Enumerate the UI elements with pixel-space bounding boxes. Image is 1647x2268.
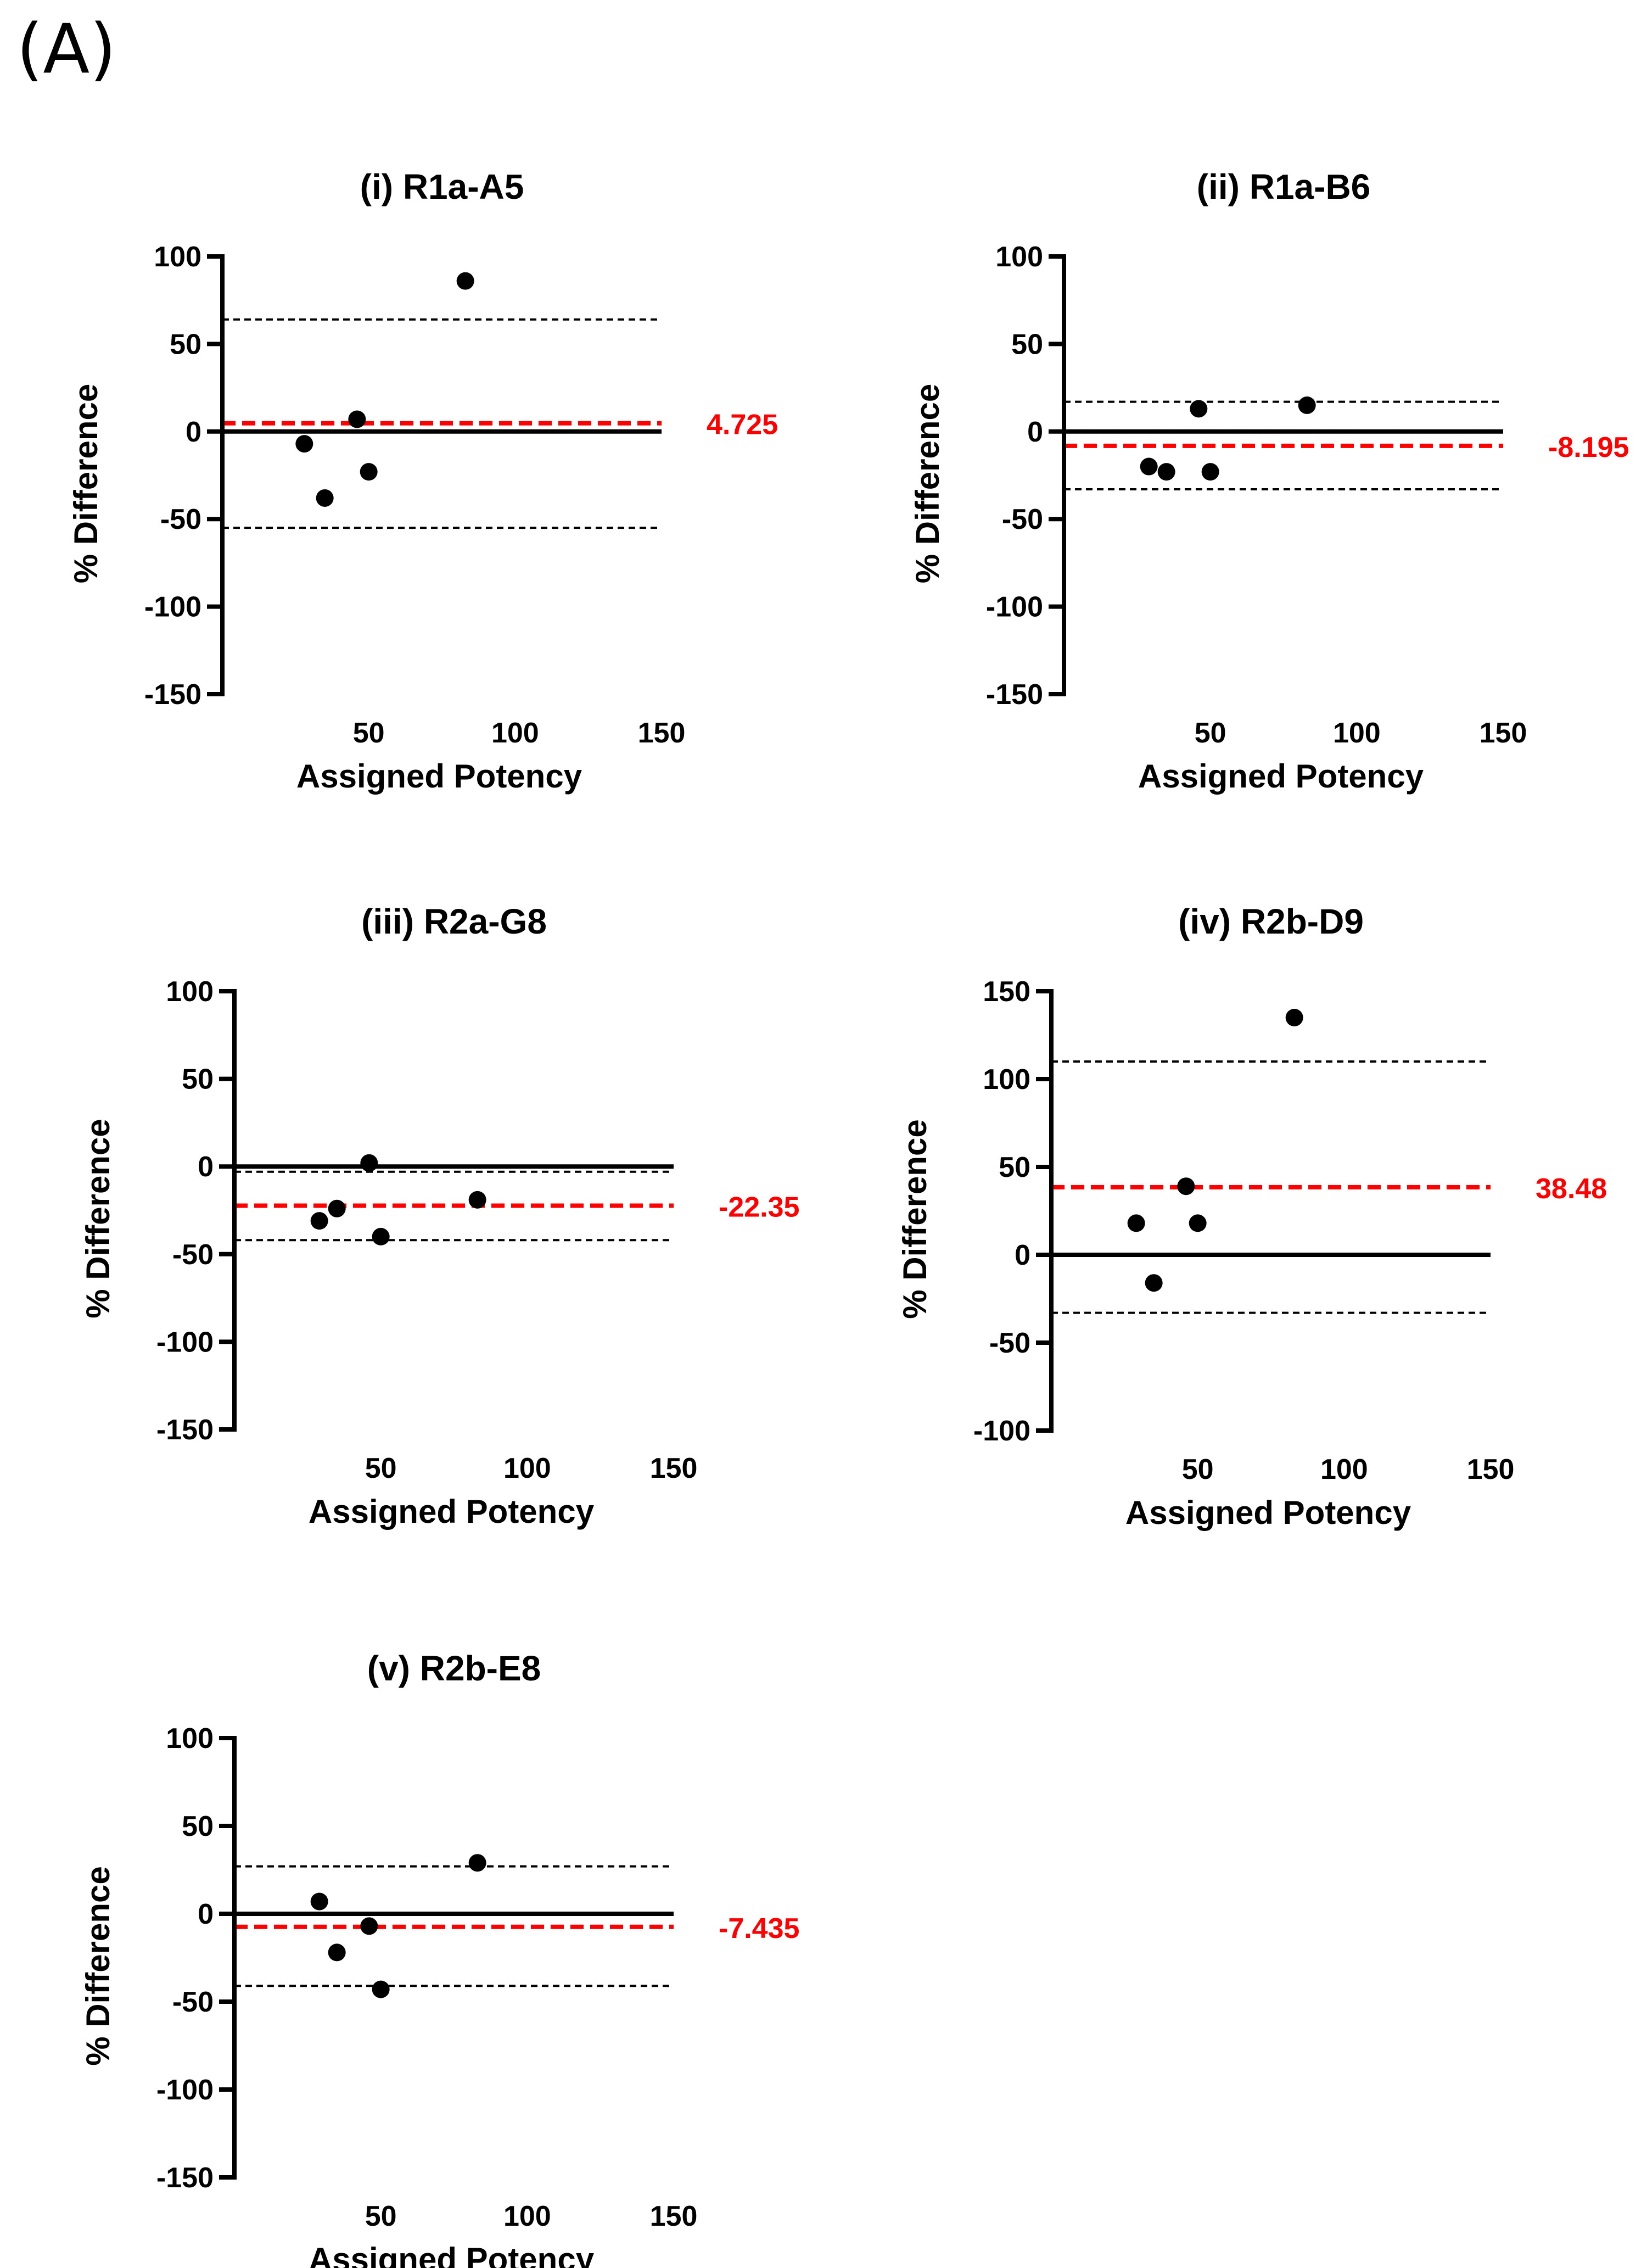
- y-tick-label: 50: [1011, 328, 1043, 360]
- bias-value-label: -7.435: [719, 1913, 799, 1945]
- y-tick-label: -100: [156, 2074, 214, 2106]
- y-tick-label: -50: [172, 1239, 214, 1271]
- y-tick-label: 50: [999, 1152, 1030, 1183]
- data-point: [328, 1943, 346, 1962]
- data-point: [372, 1980, 390, 1998]
- y-tick-label: 100: [983, 1064, 1030, 1096]
- data-point: [1189, 1214, 1207, 1232]
- y-tick-label: 0: [186, 416, 201, 448]
- x-tick-label: 50: [1182, 1454, 1214, 1485]
- y-tick-label: 100: [166, 1723, 214, 1755]
- x-tick-label: 100: [491, 717, 539, 749]
- y-tick-label: -150: [156, 2162, 214, 2194]
- y-tick-label: -150: [144, 679, 201, 711]
- y-tick-label: -50: [160, 504, 201, 535]
- y-tick-label: 100: [166, 976, 214, 1008]
- x-tick-label: 100: [1320, 1454, 1368, 1485]
- data-point: [1201, 463, 1219, 481]
- chart-panel-3: (iii) R2a-G8 -22.35 100 50 0 -50 -100 -150 50 100…: [80, 902, 799, 1530]
- data-point: [468, 1191, 486, 1209]
- bias-value-label: 4.725: [707, 409, 778, 441]
- data-point: [1285, 1009, 1303, 1026]
- chart-title: (i) R1a-A5: [360, 167, 524, 206]
- data-point: [456, 272, 474, 290]
- y-tick-label: -100: [144, 591, 201, 623]
- data-point: [360, 1917, 378, 1935]
- y-axis-label: % Difference: [897, 1119, 933, 1319]
- x-tick-label: 100: [503, 2200, 551, 2232]
- x-tick-label: 150: [638, 717, 686, 749]
- y-tick-label: 0: [1015, 1239, 1030, 1271]
- bias-value-label: -8.195: [1548, 432, 1629, 463]
- chart-panel-5: (v) R2b-E8 -7.435 100 50 0 -50 -100 -150 50 100 15…: [80, 1649, 799, 2268]
- y-tick-label: -100: [156, 1326, 214, 1358]
- data-point: [310, 1892, 328, 1911]
- y-tick-label: 0: [1027, 416, 1043, 448]
- x-tick-label: 50: [353, 717, 385, 749]
- x-tick-label: 50: [365, 1453, 397, 1484]
- data-point: [310, 1212, 328, 1230]
- data-point: [1157, 463, 1175, 481]
- bias-value-label: 38.48: [1536, 1173, 1607, 1205]
- data-point: [348, 410, 366, 428]
- panel-label: (A): [16, 10, 116, 89]
- y-tick-label: -150: [156, 1414, 214, 1446]
- y-tick-label: -50: [172, 1986, 214, 2018]
- data-point: [1127, 1214, 1145, 1232]
- x-axis-label: Assigned Potency: [1125, 1494, 1411, 1531]
- x-tick-label: 50: [1195, 717, 1226, 749]
- y-tick-label: 50: [182, 1811, 214, 1842]
- chart-panel-1: (i) R1a-A5 4.725 100 50 0 -50 -100 -150 50 100 150…: [68, 167, 778, 795]
- y-tick-label: 0: [198, 1151, 214, 1183]
- x-tick-label: 150: [650, 2200, 698, 2232]
- data-point: [1140, 457, 1158, 476]
- y-axis-label: % Difference: [68, 384, 104, 583]
- data-point: [360, 1154, 378, 1172]
- y-axis-label: % Difference: [80, 1866, 116, 2065]
- x-tick-label: 100: [1333, 717, 1381, 749]
- x-axis-label: Assigned Potency: [1138, 758, 1424, 795]
- y-tick-label: 50: [170, 328, 201, 360]
- chart-title: (v) R2b-E8: [367, 1649, 541, 1688]
- data-point: [1298, 396, 1316, 414]
- x-axis-label: Assigned Potency: [309, 1493, 595, 1530]
- y-tick-label: -150: [986, 679, 1043, 711]
- y-tick-label: -50: [989, 1327, 1030, 1359]
- y-tick-label: -100: [986, 591, 1043, 623]
- data-point: [316, 489, 334, 507]
- y-axis-label: % Difference: [80, 1119, 116, 1318]
- y-tick-label: -50: [1002, 504, 1043, 535]
- x-tick-label: 50: [365, 2200, 397, 2232]
- chart-title: (ii) R1a-B6: [1197, 167, 1371, 206]
- chart-title: (iii) R2a-G8: [361, 902, 547, 941]
- data-point: [468, 1854, 486, 1872]
- x-tick-label: 100: [503, 1453, 551, 1484]
- data-point: [295, 435, 313, 453]
- data-point: [1145, 1274, 1163, 1292]
- x-axis-label: Assigned Potency: [309, 2241, 595, 2268]
- chart-title: (iv) R2b-D9: [1178, 902, 1364, 941]
- y-tick-label: -100: [973, 1415, 1030, 1447]
- y-tick-label: 100: [154, 241, 201, 273]
- data-point: [1177, 1177, 1195, 1196]
- x-tick-label: 150: [1467, 1454, 1515, 1485]
- x-tick-label: 150: [1480, 717, 1527, 749]
- bias-value-label: -22.35: [719, 1192, 799, 1224]
- data-point: [360, 463, 378, 481]
- chart-panel-2: (ii) R1a-B6 -8.195 100 50 0 -50 -100 -150 50 100 1…: [909, 167, 1629, 795]
- y-axis-label: % Difference: [909, 384, 946, 583]
- data-point: [328, 1199, 346, 1217]
- data-point: [372, 1227, 390, 1245]
- x-tick-label: 150: [650, 1453, 698, 1484]
- y-tick-label: 0: [198, 1898, 214, 1930]
- y-tick-label: 150: [983, 976, 1030, 1008]
- chart-panel-4: (iv) R2b-D9 38.48 150 100 50 0 -50 -100 50 100 150…: [897, 902, 1607, 1531]
- y-tick-label: 50: [182, 1064, 214, 1096]
- x-axis-label: Assigned Potency: [296, 758, 582, 795]
- data-point: [1190, 400, 1208, 418]
- y-tick-label: 100: [995, 241, 1043, 273]
